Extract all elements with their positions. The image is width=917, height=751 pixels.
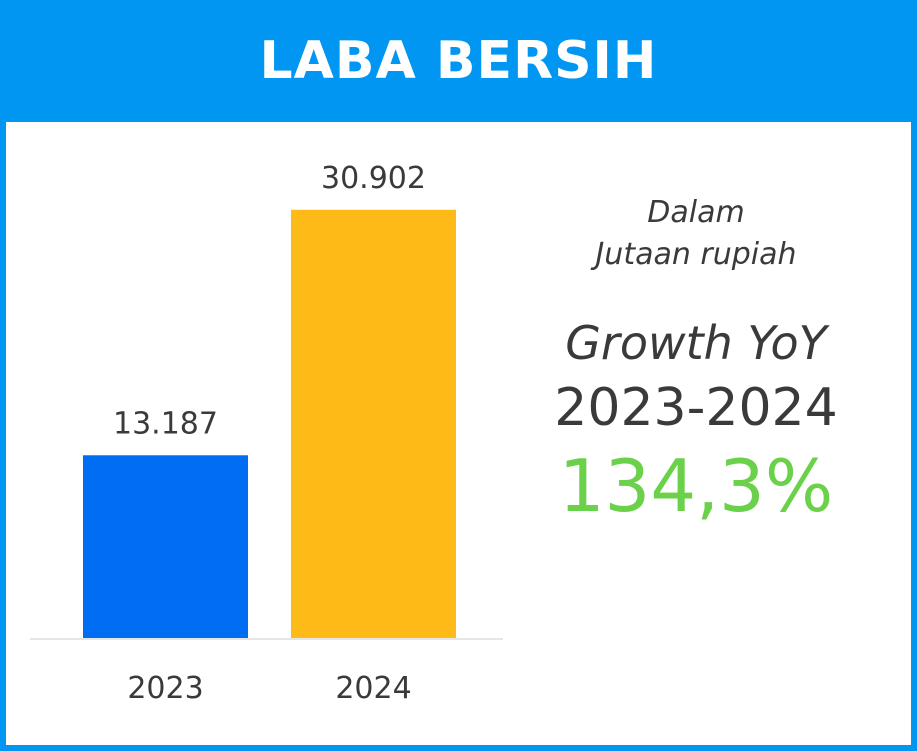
growth-label: Growth YoY <box>565 316 827 370</box>
bar-2023 <box>83 455 248 638</box>
unit-line-2: Jutaan rupiah <box>595 237 797 272</box>
bar-2024 <box>291 209 456 638</box>
x-tick-label-2023: 2023 <box>127 671 203 706</box>
header-bar: LABA BERSIH <box>0 0 917 122</box>
chart-title: LABA BERSIH <box>259 31 658 91</box>
info-panel: Dalam Jutaan rupiah Growth YoY 2023-2024… <box>526 192 866 528</box>
growth-value: 134,3% <box>558 444 834 528</box>
growth-period: 2023-2024 <box>554 378 838 438</box>
data-label-2023: 13.187 <box>113 406 218 441</box>
data-label-2024: 30.902 <box>321 161 426 196</box>
x-tick-label-2024: 2024 <box>335 671 411 706</box>
unit-line-1: Dalam <box>647 195 745 230</box>
bar-chart: 13.187 2023 30.902 2024 <box>30 161 503 706</box>
content-panel: 13.187 2023 30.902 2024 Dalam Jutaan rupiah… <box>6 122 911 745</box>
